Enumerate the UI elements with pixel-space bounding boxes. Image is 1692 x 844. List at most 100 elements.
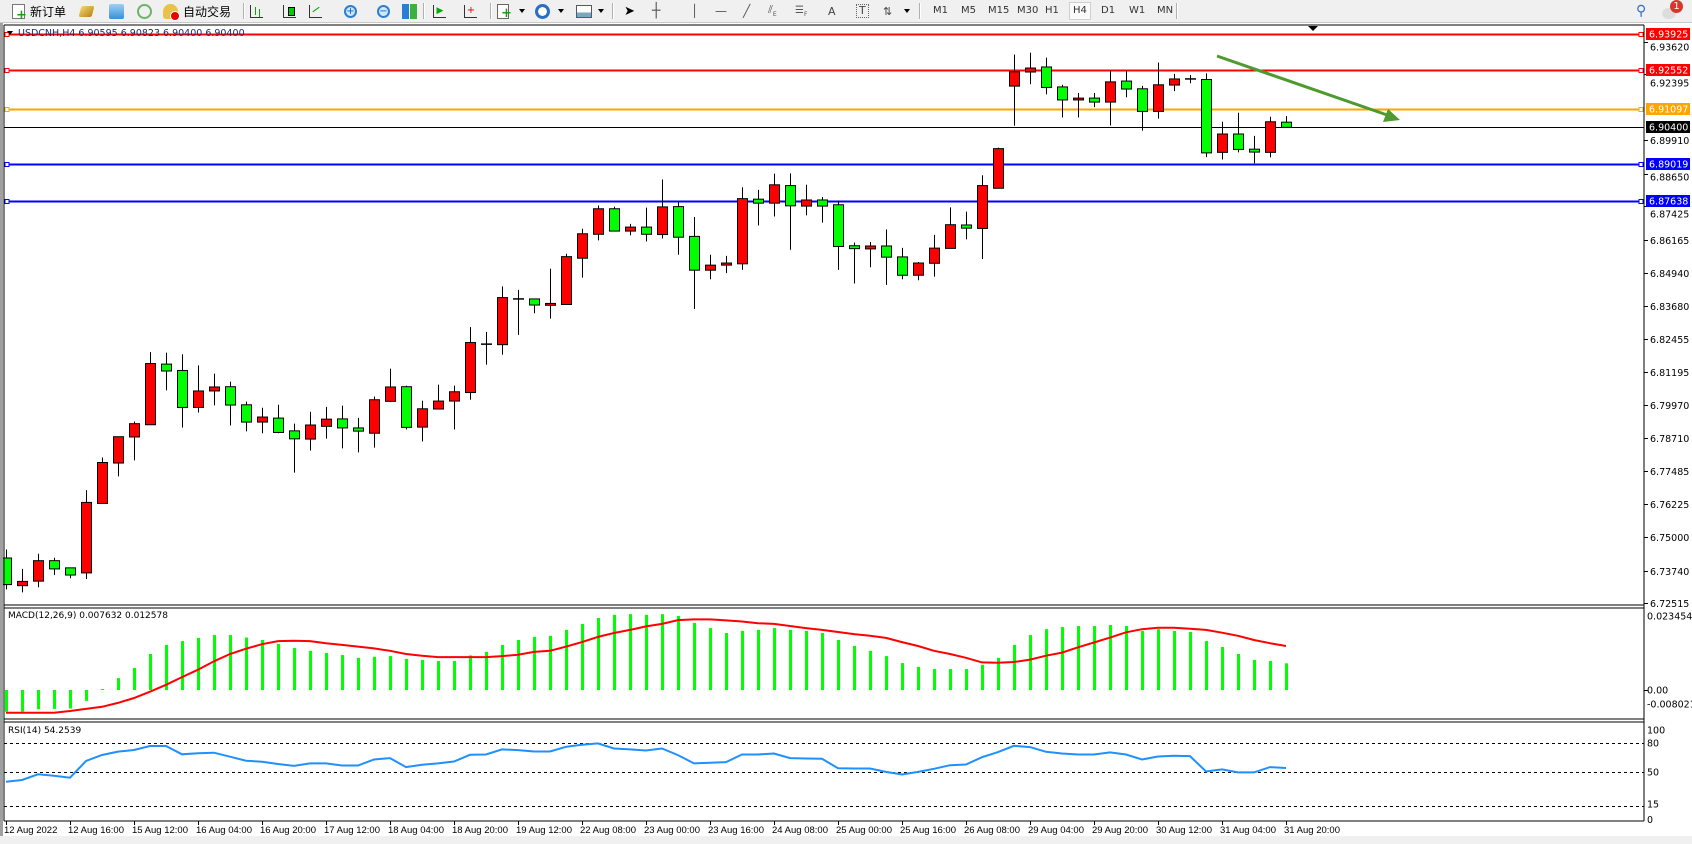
tile-windows-button[interactable]	[402, 2, 417, 20]
candle	[225, 381, 236, 426]
level-anchor-handle[interactable]	[1638, 199, 1644, 204]
templates-dropdown[interactable]	[598, 9, 604, 13]
signals-button[interactable]	[137, 2, 152, 20]
macd-histogram-bar	[981, 664, 984, 690]
indicators-button[interactable]: +	[497, 2, 512, 20]
price-tick-label: 6.92395	[1650, 79, 1689, 90]
chart-shift-marker-icon[interactable]	[1308, 26, 1318, 31]
period-m1[interactable]: M1	[933, 5, 948, 16]
line-chart-button[interactable]	[309, 2, 322, 20]
candle-body	[865, 245, 876, 250]
rsi-tick-label: 50	[1647, 768, 1659, 779]
cursor-button[interactable]: ➤	[624, 2, 635, 20]
trend-arrow[interactable]	[1216, 54, 1400, 122]
arrows-button[interactable]: ⇅	[883, 2, 892, 20]
zoom-in-button[interactable]: +	[344, 2, 357, 20]
auto-trading-button[interactable]: 自动交易	[163, 2, 231, 21]
candle-body	[897, 256, 908, 276]
notifications-button[interactable]: 1	[1662, 0, 1683, 20]
candle	[81, 490, 92, 580]
macd-histogram-bar	[1157, 629, 1160, 690]
level-anchor-handle[interactable]	[4, 68, 10, 73]
period-h4[interactable]: H4	[1069, 2, 1091, 20]
candle-body	[929, 247, 940, 264]
fibonacci-button[interactable]: ☰F	[795, 2, 807, 20]
tile-windows-icon	[402, 3, 417, 19]
horizontal-line-icon: —	[715, 4, 727, 18]
candle	[257, 407, 268, 434]
indicators-dropdown[interactable]	[519, 9, 525, 13]
time-tick-label: 12 Aug 16:00	[68, 825, 124, 836]
candle	[1185, 74, 1196, 84]
candle-body	[529, 298, 540, 306]
candle-body	[641, 226, 652, 235]
candle-body	[913, 262, 924, 276]
level-anchor-handle[interactable]	[1638, 32, 1644, 37]
macd-histogram-bar	[21, 690, 24, 712]
chart-shift-button[interactable]: +	[464, 2, 477, 20]
period-m15[interactable]: M15	[988, 5, 1010, 16]
search-button[interactable]: ⚲	[1636, 2, 1646, 20]
candle-body	[1233, 133, 1244, 150]
macd-histogram-bar	[389, 656, 392, 690]
new-order-button[interactable]: + 新订单	[12, 2, 66, 22]
chart-shift-icon: +	[464, 4, 477, 18]
candlestick-chart-button[interactable]	[283, 2, 296, 20]
time-tick-label: 17 Aug 12:00	[324, 825, 380, 836]
level-anchor-handle[interactable]	[4, 199, 10, 204]
price-tick-label: 6.81195	[1650, 368, 1689, 379]
periods-dropdown[interactable]	[558, 9, 564, 13]
level-anchor-handle[interactable]	[1638, 162, 1644, 167]
period-m30[interactable]: M30	[1017, 5, 1039, 16]
candle	[1249, 135, 1260, 164]
level-anchor-handle[interactable]	[1638, 68, 1644, 73]
trendline-button[interactable]: ╱	[743, 2, 750, 20]
horizontal-line-button[interactable]: —	[715, 2, 727, 20]
candle	[465, 327, 476, 400]
level-anchor-handle[interactable]	[4, 107, 10, 112]
zoom-out-button[interactable]: −	[377, 2, 390, 20]
period-h1[interactable]: H1	[1045, 5, 1059, 16]
candle-body	[785, 185, 796, 207]
crosshair-button[interactable]: ┼	[652, 2, 660, 20]
vertical-line-button[interactable]: │	[691, 2, 698, 20]
macd-histogram-bar	[533, 636, 536, 690]
macd-histogram-bar	[1253, 659, 1256, 690]
level-anchor-handle[interactable]	[4, 32, 10, 37]
level-anchor-handle[interactable]	[1638, 107, 1644, 112]
candle-body	[337, 418, 348, 429]
candle	[1105, 70, 1116, 126]
time-tick-label: 29 Aug 04:00	[1028, 825, 1084, 836]
macd-histogram-bar	[837, 640, 840, 690]
arrows-dropdown[interactable]	[904, 9, 910, 13]
text-label-button[interactable]: T	[856, 2, 869, 20]
periods-button[interactable]	[535, 2, 550, 20]
macd-histogram-bar	[901, 663, 904, 690]
macd-histogram-bar	[1077, 626, 1080, 690]
level-price-label: 6.93925	[1649, 30, 1688, 41]
autoscroll-button[interactable]: ▶	[433, 2, 446, 20]
period-w1[interactable]: W1	[1129, 5, 1146, 16]
candle	[705, 254, 716, 280]
period-mn[interactable]: MN	[1157, 5, 1174, 16]
candle-body	[497, 297, 508, 346]
candle	[17, 568, 28, 593]
price-tick-label: 6.75000	[1650, 533, 1689, 544]
macd-histogram-bar	[181, 641, 184, 690]
symbol-menu-triangle-icon[interactable]	[7, 31, 13, 35]
equidistant-channel-button[interactable]: ⫽E	[768, 2, 777, 20]
period-m5[interactable]: M5	[961, 5, 976, 16]
candle-body	[1041, 66, 1052, 88]
period-d1[interactable]: D1	[1101, 5, 1116, 16]
templates-button[interactable]	[576, 2, 592, 20]
bar-chart-button[interactable]	[250, 2, 263, 20]
candle	[273, 404, 284, 434]
trend-arrow-line[interactable]	[1216, 54, 1391, 118]
level-anchor-handle[interactable]	[4, 162, 10, 167]
text-button[interactable]: A	[828, 2, 836, 20]
time-tick-label: 18 Aug 20:00	[452, 825, 508, 836]
data-window-button[interactable]	[109, 2, 124, 20]
candle	[689, 216, 700, 310]
candle	[1217, 121, 1228, 160]
